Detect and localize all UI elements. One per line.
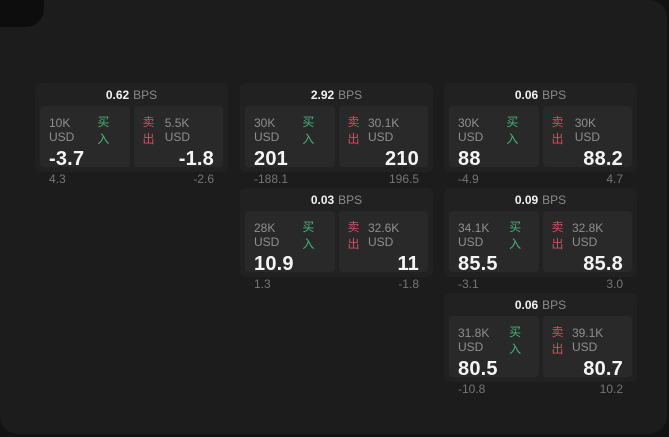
card-header: 0.03 BPS xyxy=(240,188,433,211)
sell-side-label: 卖出 xyxy=(551,115,564,146)
buy-price: 88 xyxy=(458,148,481,170)
bps-unit-label: BPS xyxy=(133,87,158,102)
buy-change: -188.1 xyxy=(254,172,289,186)
bps-unit-label: BPS xyxy=(542,87,567,102)
sell-price: 80.7 xyxy=(583,358,623,380)
buy-change: -4.9 xyxy=(458,172,479,186)
sell-panel[interactable]: 卖出 5.5K USD -1.8 -2.6 xyxy=(133,106,223,186)
buy-side-label: 买入 xyxy=(509,220,522,251)
quote-panels: 30K USD 买入 88 -4.9 卖出 30K USD 88.2 4.7 xyxy=(444,106,637,186)
buy-size: 28K USD xyxy=(254,221,280,249)
buy-size: 10K USD xyxy=(49,116,75,144)
bps-value: 0.62 xyxy=(105,87,130,102)
buy-change: -3.1 xyxy=(458,277,479,291)
card-header: 2.92 BPS xyxy=(240,83,433,106)
buy-side-label: 买入 xyxy=(302,220,315,251)
buy-side-label: 买入 xyxy=(97,115,110,146)
bps-value: 0.03 xyxy=(310,192,335,207)
buy-size: 30K USD xyxy=(254,116,280,144)
sell-side-label: 卖出 xyxy=(142,115,155,146)
quote-card: 0.09 BPS 34.1K USD 买入 85.5 -3.1 卖出 32.8K… xyxy=(444,188,637,291)
buy-panel[interactable]: 34.1K USD 买入 85.5 -3.1 xyxy=(449,211,539,291)
quote-panels: 28K USD 买入 10.9 1.3 卖出 32.6K USD 11 -1.8 xyxy=(240,211,433,291)
buy-panel[interactable]: 30K USD 买入 201 -188.1 xyxy=(245,106,335,186)
quote-panels: 30K USD 买入 201 -188.1 卖出 30.1K USD 210 1… xyxy=(240,106,433,186)
quote-panels: 31.8K USD 买入 80.5 -10.8 卖出 39.1K USD 80.… xyxy=(444,316,637,396)
sell-price: 11 xyxy=(397,253,419,275)
buy-size: 30K USD xyxy=(458,116,484,144)
quote-panels: 10K USD 买入 -3.7 4.3 卖出 5.5K USD -1.8 -2.… xyxy=(35,106,228,186)
sell-side-label: 卖出 xyxy=(551,325,564,356)
bps-unit-label: BPS xyxy=(542,297,567,312)
card-header: 0.06 BPS xyxy=(444,293,637,316)
sell-size: 30.1K USD xyxy=(367,116,400,144)
sell-price: 88.2 xyxy=(583,148,623,170)
sell-price: 210 xyxy=(385,148,419,170)
buy-change: -10.8 xyxy=(458,382,486,396)
bps-value: 0.06 xyxy=(514,87,539,102)
buy-price: 85.5 xyxy=(458,253,498,275)
quote-card: 2.92 BPS 30K USD 买入 201 -188.1 卖出 30.1K … xyxy=(240,83,433,186)
sell-side-label: 卖出 xyxy=(347,220,360,251)
buy-price: 10.9 xyxy=(254,253,294,275)
card-header: 0.62 BPS xyxy=(35,83,228,106)
bps-value: 0.06 xyxy=(514,297,539,312)
sell-size: 39.1K USD xyxy=(571,326,604,354)
sell-side-label: 卖出 xyxy=(551,220,564,251)
buy-price: -3.7 xyxy=(49,148,85,170)
quote-panels: 34.1K USD 买入 85.5 -3.1 卖出 32.8K USD 85.8… xyxy=(444,211,637,291)
bps-unit-label: BPS xyxy=(338,192,363,207)
buy-change: 4.3 xyxy=(49,172,66,186)
sell-change: 4.7 xyxy=(606,172,623,186)
quote-card: 0.62 BPS 10K USD 买入 -3.7 4.3 卖出 5.5K USD… xyxy=(35,83,228,186)
buy-price: 201 xyxy=(254,148,288,170)
sell-panel[interactable]: 卖出 32.8K USD 85.8 3.0 xyxy=(542,211,632,291)
sell-price: -1.8 xyxy=(178,148,214,170)
sell-size: 5.5K USD xyxy=(164,116,191,144)
sell-size: 30K USD xyxy=(574,116,601,144)
sell-panel[interactable]: 卖出 39.1K USD 80.7 10.2 xyxy=(542,316,632,396)
buy-panel[interactable]: 28K USD 买入 10.9 1.3 xyxy=(245,211,335,291)
buy-size: 31.8K USD xyxy=(458,326,490,354)
quote-card: 0.03 BPS 28K USD 买入 10.9 1.3 卖出 32.6K US… xyxy=(240,188,433,291)
sell-change: 3.0 xyxy=(606,277,623,291)
sell-change: -2.6 xyxy=(193,172,214,186)
quote-card: 0.06 BPS 31.8K USD 买入 80.5 -10.8 卖出 39.1… xyxy=(444,293,637,396)
sell-panel[interactable]: 卖出 30.1K USD 210 196.5 xyxy=(338,106,428,186)
corner-overlay xyxy=(0,0,44,27)
quote-card: 0.06 BPS 30K USD 买入 88 -4.9 卖出 30K USD 8… xyxy=(444,83,637,186)
sell-size: 32.6K USD xyxy=(367,221,400,249)
buy-panel[interactable]: 30K USD 买入 88 -4.9 xyxy=(449,106,539,186)
card-header: 0.09 BPS xyxy=(444,188,637,211)
sell-panel[interactable]: 卖出 30K USD 88.2 4.7 xyxy=(542,106,632,186)
bps-unit-label: BPS xyxy=(338,87,363,102)
buy-change: 1.3 xyxy=(254,277,271,291)
sell-change: 196.5 xyxy=(388,172,419,186)
sell-panel[interactable]: 卖出 32.6K USD 11 -1.8 xyxy=(338,211,428,291)
bps-value: 2.92 xyxy=(310,87,335,102)
buy-size: 34.1K USD xyxy=(458,221,490,249)
card-header: 0.06 BPS xyxy=(444,83,637,106)
sell-side-label: 卖出 xyxy=(347,115,360,146)
sell-change: -1.8 xyxy=(398,277,419,291)
buy-side-label: 买入 xyxy=(302,115,315,146)
sell-price: 85.8 xyxy=(583,253,623,275)
sell-size: 32.8K USD xyxy=(571,221,604,249)
sell-change: 10.2 xyxy=(599,382,623,396)
buy-price: 80.5 xyxy=(458,358,498,380)
buy-panel[interactable]: 31.8K USD 买入 80.5 -10.8 xyxy=(449,316,539,396)
bps-unit-label: BPS xyxy=(542,192,567,207)
buy-side-label: 买入 xyxy=(506,115,519,146)
buy-panel[interactable]: 10K USD 买入 -3.7 4.3 xyxy=(40,106,130,186)
bps-value: 0.09 xyxy=(514,192,539,207)
buy-side-label: 买入 xyxy=(509,325,522,356)
